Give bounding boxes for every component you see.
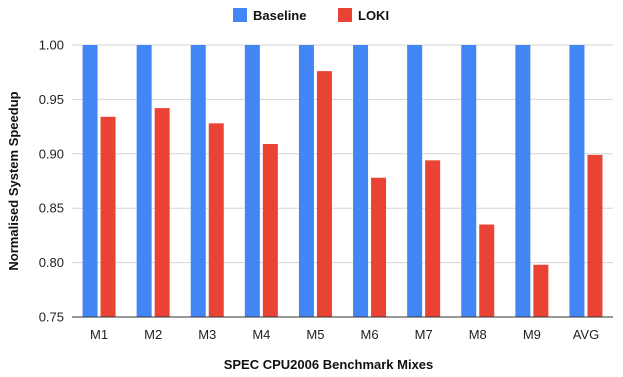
- bar-baseline-m3: [190, 45, 206, 317]
- y-axis-ticks: 0.75 0.80 0.85 0.90 0.95 1.00: [39, 38, 64, 325]
- y-tick-label: 0.95: [39, 92, 64, 107]
- y-tick-label: 0.85: [39, 201, 64, 216]
- bar-loki-m8: [479, 224, 495, 317]
- y-tick-label: 0.75: [39, 310, 64, 325]
- x-tick-label: M9: [523, 327, 541, 342]
- legend-swatch-baseline: [233, 8, 247, 22]
- y-axis-title: Normalised System Speedup: [6, 91, 21, 270]
- legend: Baseline LOKI: [233, 8, 389, 23]
- x-tick-label: M8: [469, 327, 487, 342]
- bar-loki-m7: [425, 160, 441, 317]
- bar-baseline-m5: [298, 45, 314, 317]
- bar-baseline-m6: [353, 45, 369, 317]
- bar-loki-m4: [262, 144, 278, 317]
- y-tick-label: 0.80: [39, 255, 64, 270]
- x-axis-ticks: M1 M2 M3 M4 M5 M6 M7 M8 M9 AVG: [90, 327, 599, 342]
- x-tick-label: M3: [198, 327, 216, 342]
- x-tick-label: AVG: [573, 327, 600, 342]
- x-tick-label: M2: [144, 327, 162, 342]
- bar-baseline-m1: [82, 45, 98, 317]
- bar-loki-m3: [208, 123, 224, 317]
- bar-loki-avg: [587, 154, 603, 317]
- x-tick-label: M4: [252, 327, 270, 342]
- y-tick-label: 1.00: [39, 38, 64, 53]
- bar-loki-m5: [316, 71, 332, 317]
- x-tick-label: M1: [90, 327, 108, 342]
- x-axis-title: SPEC CPU2006 Benchmark Mixes: [224, 357, 434, 372]
- legend-label-baseline: Baseline: [253, 8, 306, 23]
- bar-baseline-m7: [407, 45, 423, 317]
- bar-loki-m1: [100, 116, 116, 317]
- gridlines: [72, 44, 613, 264]
- bar-baseline-m8: [461, 45, 477, 317]
- bar-baseline-m4: [244, 45, 260, 317]
- bar-baseline-m2: [136, 45, 152, 317]
- y-tick-label: 0.90: [39, 146, 64, 161]
- bar-baseline-avg: [569, 45, 585, 317]
- legend-label-loki: LOKI: [358, 8, 389, 23]
- bar-loki-m2: [154, 108, 170, 317]
- x-tick-label: M7: [415, 327, 433, 342]
- x-tick-label: M5: [306, 327, 324, 342]
- bar-loki-m9: [533, 264, 549, 317]
- bars: [82, 45, 603, 317]
- legend-swatch-loki: [338, 8, 352, 22]
- bar-loki-m6: [371, 177, 387, 317]
- bar-baseline-m9: [515, 45, 531, 317]
- x-tick-label: M6: [361, 327, 379, 342]
